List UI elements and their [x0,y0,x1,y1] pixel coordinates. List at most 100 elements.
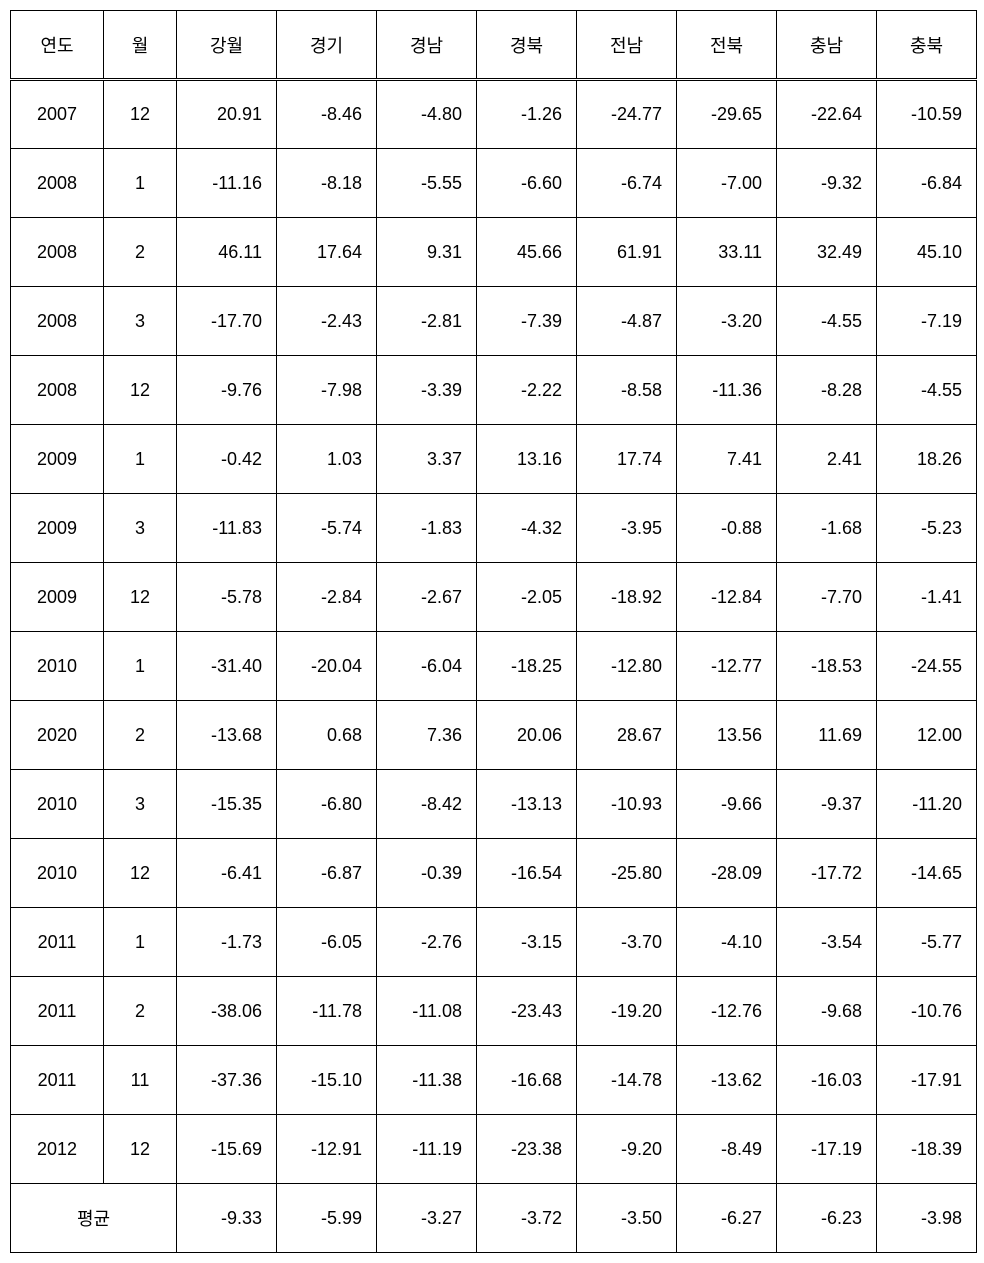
cell-value: -17.70 [177,287,277,356]
cell-value: -15.35 [177,770,277,839]
cell-year: 2011 [11,977,104,1046]
cell-year: 2011 [11,908,104,977]
cell-value: -11.78 [277,977,377,1046]
cell-value: -1.73 [177,908,277,977]
cell-value: -7.70 [777,563,877,632]
cell-value: -5.55 [377,149,477,218]
header-col-2: 경기 [277,11,377,80]
cell-value: 45.66 [477,218,577,287]
cell-value: -12.84 [677,563,777,632]
cell-month: 3 [104,287,177,356]
cell-value: 32.49 [777,218,877,287]
cell-value: -10.93 [577,770,677,839]
cell-value: -11.20 [877,770,977,839]
footer-val-8: -3.98 [877,1184,977,1253]
cell-value: -3.20 [677,287,777,356]
cell-value: -13.68 [177,701,277,770]
cell-value: -7.00 [677,149,777,218]
cell-value: -2.84 [277,563,377,632]
footer-val-3: -3.27 [377,1184,477,1253]
cell-value: -8.46 [277,80,377,149]
table-row: 20101-31.40-20.04-6.04-18.25-12.80-12.77… [11,632,977,701]
cell-value: -1.41 [877,563,977,632]
cell-value: -14.78 [577,1046,677,1115]
footer-val-5: -3.50 [577,1184,677,1253]
cell-value: -28.09 [677,839,777,908]
cell-value: 61.91 [577,218,677,287]
data-table: 연도 월 강월 경기 경남 경북 전남 전북 충남 충북 20071220.91… [10,10,977,1253]
cell-value: -9.76 [177,356,277,425]
table-row: 201012-6.41-6.87-0.39-16.54-25.80-28.09-… [11,839,977,908]
cell-value: -16.68 [477,1046,577,1115]
cell-value: 28.67 [577,701,677,770]
cell-value: -2.67 [377,563,477,632]
header-col-1: 강월 [177,11,277,80]
cell-value: -18.53 [777,632,877,701]
table-body: 20071220.91-8.46-4.80-1.26-24.77-29.65-2… [11,80,977,1184]
cell-value: -6.87 [277,839,377,908]
cell-value: 7.36 [377,701,477,770]
cell-month: 1 [104,908,177,977]
footer-val-6: -6.27 [677,1184,777,1253]
cell-month: 12 [104,356,177,425]
cell-value: -6.60 [477,149,577,218]
cell-value: -1.83 [377,494,477,563]
cell-value: -31.40 [177,632,277,701]
cell-value: 3.37 [377,425,477,494]
cell-value: -2.22 [477,356,577,425]
cell-year: 2010 [11,770,104,839]
header-col-5: 전남 [577,11,677,80]
cell-value: -6.41 [177,839,277,908]
cell-value: 12.00 [877,701,977,770]
cell-year: 2008 [11,356,104,425]
cell-value: -17.91 [877,1046,977,1115]
cell-value: -1.68 [777,494,877,563]
table-row: 20081-11.16-8.18-5.55-6.60-6.74-7.00-9.3… [11,149,977,218]
cell-value: 9.31 [377,218,477,287]
table-row: 20083-17.70-2.43-2.81-7.39-4.87-3.20-4.5… [11,287,977,356]
cell-year: 2012 [11,1115,104,1184]
cell-month: 1 [104,632,177,701]
cell-year: 2009 [11,494,104,563]
cell-value: -7.39 [477,287,577,356]
table-row: 20112-38.06-11.78-11.08-23.43-19.20-12.7… [11,977,977,1046]
cell-value: -20.04 [277,632,377,701]
cell-value: -5.77 [877,908,977,977]
cell-value: -6.84 [877,149,977,218]
cell-value: -12.91 [277,1115,377,1184]
cell-value: -15.69 [177,1115,277,1184]
cell-month: 12 [104,563,177,632]
header-col-4: 경북 [477,11,577,80]
cell-value: -4.10 [677,908,777,977]
cell-value: -8.49 [677,1115,777,1184]
cell-value: -18.39 [877,1115,977,1184]
cell-value: -3.15 [477,908,577,977]
cell-value: 13.56 [677,701,777,770]
cell-value: 2.41 [777,425,877,494]
table-row: 2008246.1117.649.3145.6661.9133.1132.494… [11,218,977,287]
cell-month: 2 [104,701,177,770]
cell-value: -11.38 [377,1046,477,1115]
cell-value: -18.25 [477,632,577,701]
cell-year: 2008 [11,149,104,218]
cell-value: -3.70 [577,908,677,977]
cell-value: 0.68 [277,701,377,770]
cell-value: -17.72 [777,839,877,908]
cell-year: 2010 [11,632,104,701]
cell-month: 2 [104,977,177,1046]
cell-value: -2.43 [277,287,377,356]
cell-value: 11.69 [777,701,877,770]
cell-year: 2008 [11,218,104,287]
cell-value: -9.20 [577,1115,677,1184]
cell-value: -9.66 [677,770,777,839]
cell-value: -7.19 [877,287,977,356]
cell-value: -11.36 [677,356,777,425]
table-row: 201212-15.69-12.91-11.19-23.38-9.20-8.49… [11,1115,977,1184]
cell-value: 46.11 [177,218,277,287]
table-header: 연도 월 강월 경기 경남 경북 전남 전북 충남 충북 [11,11,977,80]
cell-value: 45.10 [877,218,977,287]
cell-value: -8.18 [277,149,377,218]
cell-value: -22.64 [777,80,877,149]
cell-value: 20.91 [177,80,277,149]
cell-value: -38.06 [177,977,277,1046]
